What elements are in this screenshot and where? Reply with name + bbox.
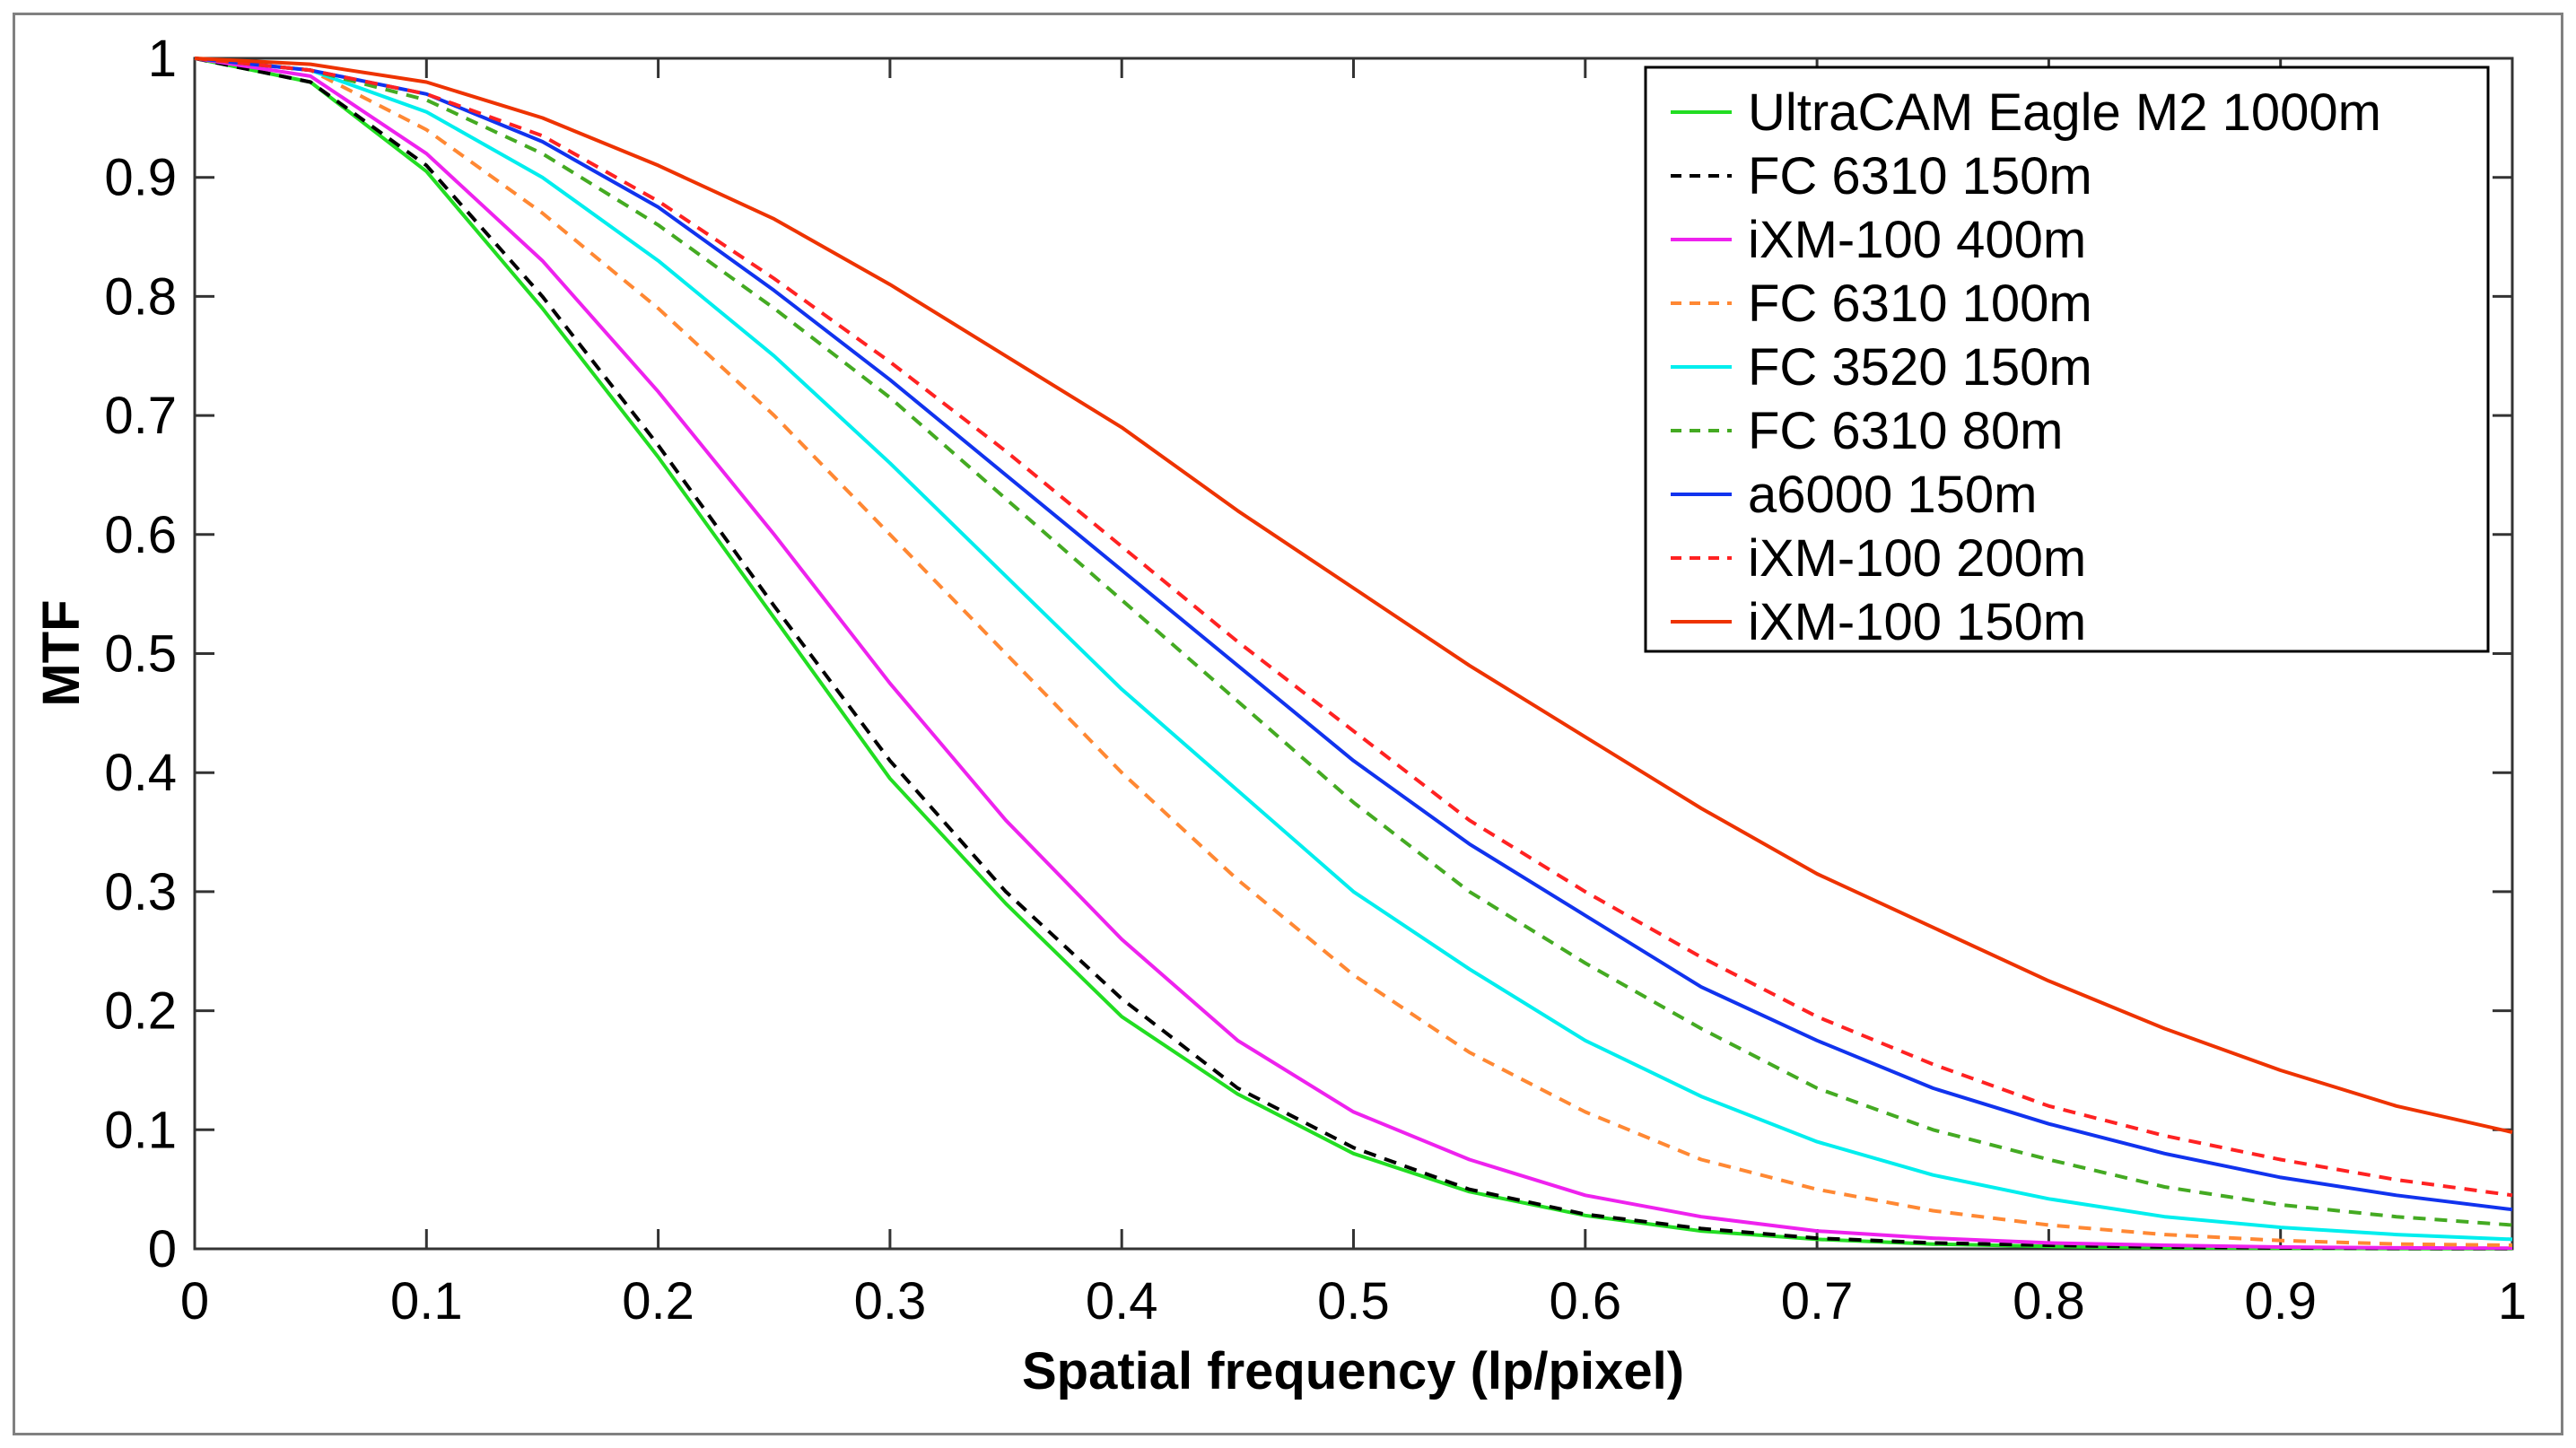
- y-tick-label: 0.4: [104, 744, 177, 802]
- x-tick-label: 0.7: [1781, 1272, 1854, 1330]
- figure-frame: [13, 13, 2563, 1435]
- legend-box: [1644, 65, 2490, 653]
- x-tick-label: 0.6: [1549, 1272, 1621, 1330]
- series-line: [194, 57, 2513, 1242]
- y-tick-label: 0.8: [104, 267, 177, 326]
- x-tick-label: 1: [2498, 1272, 2527, 1330]
- y-tick-labels: 0 0.1 0.2 0.3 0.4 0.5 0.6 0.7 0.8 0.9 1: [104, 30, 177, 1278]
- x-axis-title: Spatial frequency (lp/pixel): [1022, 1342, 1684, 1400]
- legend-label: FC 3520 150m: [1748, 338, 2092, 397]
- y-tick-label: 1: [148, 30, 177, 88]
- y-axis-title: MTF: [32, 599, 91, 706]
- y-tick-label: 0.5: [104, 625, 177, 684]
- axis-ticks: [193, 57, 2514, 1251]
- legend-label: FC 6310 150m: [1748, 147, 2092, 205]
- y-tick-label: 0: [148, 1220, 177, 1278]
- legend-label: FC 6310 100m: [1748, 275, 2092, 333]
- series-line: [194, 57, 2513, 1134]
- y-tick-label: 0.2: [104, 982, 177, 1041]
- x-tick-label: 0.3: [854, 1272, 927, 1330]
- legend-label: iXM-100 400m: [1748, 211, 2086, 269]
- legend-label: a6000 150m: [1748, 466, 2037, 524]
- series-line: [194, 57, 2513, 1251]
- series-line: [194, 57, 2513, 1251]
- y-tick-label: 0.7: [104, 387, 177, 445]
- y-tick-label: 0.6: [104, 506, 177, 564]
- x-tick-label: 0.4: [1086, 1272, 1158, 1330]
- x-tick-labels: 0 0.1 0.2 0.3 0.4 0.5 0.6 0.7 0.8 0.9 1: [180, 1272, 2527, 1330]
- x-tick-label: 0.1: [390, 1272, 463, 1330]
- x-tick-label: 0.2: [622, 1272, 694, 1330]
- x-tick-label: 0.5: [1317, 1272, 1390, 1330]
- series-lines: [194, 57, 2513, 1251]
- series-line: [194, 57, 2513, 1227]
- series-line: [194, 57, 2513, 1251]
- legend-label: FC 6310 80m: [1748, 402, 2063, 460]
- y-tick-label: 0.1: [104, 1101, 177, 1159]
- y-tick-label: 0.3: [104, 863, 177, 921]
- legend-label: UltraCAM Eagle M2 1000m: [1748, 83, 2381, 142]
- series-line: [194, 57, 2513, 1212]
- x-tick-label: 0: [180, 1272, 209, 1330]
- x-tick-label: 0.9: [2244, 1272, 2317, 1330]
- legend-label: iXM-100 200m: [1748, 529, 2086, 588]
- x-tick-label: 0.8: [2013, 1272, 2085, 1330]
- series-line: [194, 57, 2513, 1247]
- legend-label: iXM-100 150m: [1748, 593, 2086, 651]
- series-line: [194, 57, 2513, 1198]
- y-tick-label: 0.9: [104, 149, 177, 207]
